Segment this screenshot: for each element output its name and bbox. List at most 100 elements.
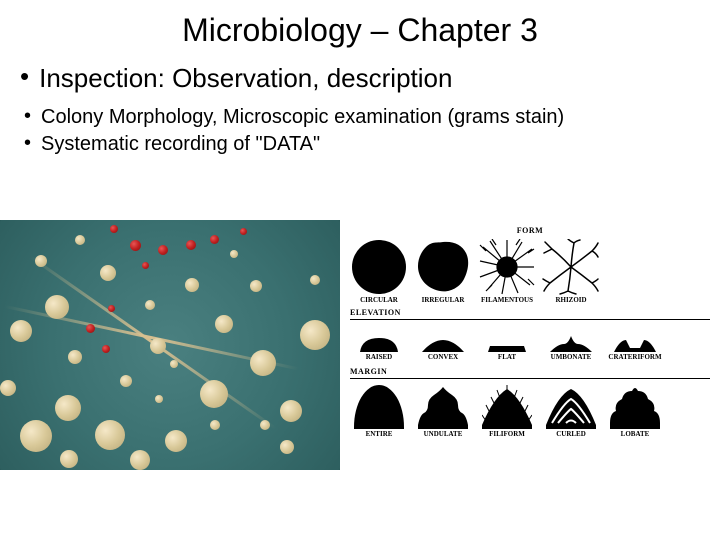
bullet-main-text: Inspection: Observation, description	[39, 63, 452, 94]
elev-umbonate: UMBONATE	[542, 324, 600, 361]
elev-label: FLAT	[498, 354, 516, 361]
colony-cream	[45, 295, 69, 319]
colony-cream	[210, 420, 220, 430]
bullet-sub2-text: Systematic recording of "DATA"	[41, 133, 320, 156]
form-filamentous: FILAMENTOUS	[478, 237, 536, 304]
filiform-icon	[478, 383, 536, 431]
circular-icon	[350, 237, 408, 297]
crateriform-icon	[606, 324, 664, 354]
colony-cream	[75, 235, 85, 245]
undulate-icon	[414, 383, 472, 431]
colony-red	[186, 240, 196, 250]
elev-label: RAISED	[366, 354, 392, 361]
elevation-heading: ELEVATION	[350, 308, 710, 317]
elev-flat: FLAT	[478, 324, 536, 361]
colony-red	[158, 245, 168, 255]
colony-cream	[170, 360, 178, 368]
form-rhizoid: RHIZOID	[542, 237, 600, 304]
colony-cream	[60, 450, 78, 468]
colony-red	[110, 225, 118, 233]
colony-cream	[120, 375, 132, 387]
colony-cream	[95, 420, 125, 450]
form-row: CIRCULAR IRREGULAR FILAMENTOUS	[350, 237, 710, 304]
colony-red	[210, 235, 219, 244]
margin-entire: ENTIRE	[350, 383, 408, 438]
elev-convex: CONVEX	[414, 324, 472, 361]
elevation-row: RAISED CONVEX FLAT UMBONATE	[350, 324, 710, 361]
colony-cream	[300, 320, 330, 350]
colony-cream	[150, 338, 166, 354]
colony-cream	[130, 450, 150, 470]
image-row: FORM CIRCULAR IRREGULAR	[0, 220, 720, 470]
form-irregular: IRREGULAR	[414, 237, 472, 304]
form-label: CIRCULAR	[360, 297, 398, 304]
form-label: RHIZOID	[555, 297, 586, 304]
colony-red	[240, 228, 247, 235]
lobate-icon	[606, 383, 664, 431]
filamentous-icon	[478, 237, 536, 297]
form-label: FILAMENTOUS	[481, 297, 533, 304]
colony-cream	[145, 300, 155, 310]
colony-cream	[185, 278, 199, 292]
entire-icon	[350, 383, 408, 431]
form-heading: FORM	[350, 226, 710, 235]
colony-cream	[55, 395, 81, 421]
margin-label: LOBATE	[621, 431, 650, 438]
colony-cream	[250, 280, 262, 292]
bullet-dot-icon: •	[24, 106, 31, 129]
colony-cream	[250, 350, 276, 376]
separator	[350, 378, 710, 379]
slide-title: Microbiology – Chapter 3	[0, 0, 720, 63]
elev-label: CONVEX	[428, 354, 458, 361]
flat-icon	[478, 324, 536, 354]
colony-red	[108, 305, 115, 312]
bullet-sub1-text: Colony Morphology, Microscopic examinati…	[41, 106, 564, 129]
colony-cream	[35, 255, 47, 267]
margin-label: FILIFORM	[489, 431, 525, 438]
colony-cream	[280, 440, 294, 454]
elev-crateriform: CRATERIFORM	[606, 324, 664, 361]
margin-undulate: UNDULATE	[414, 383, 472, 438]
separator	[350, 319, 710, 320]
margin-label: ENTIRE	[366, 431, 393, 438]
colony-red	[86, 324, 95, 333]
raised-icon	[350, 324, 408, 354]
elev-raised: RAISED	[350, 324, 408, 361]
umbonate-icon	[542, 324, 600, 354]
rhizoid-icon	[542, 237, 600, 297]
margin-label: UNDULATE	[424, 431, 463, 438]
bullet-main: • Inspection: Observation, description	[20, 63, 700, 94]
colony-cream	[100, 265, 116, 281]
colony-cream	[20, 420, 52, 452]
bullet-dot-icon: •	[20, 63, 29, 94]
margin-curled: CURLED	[542, 383, 600, 438]
colony-cream	[280, 400, 302, 422]
bullet-dot-icon: •	[24, 133, 31, 156]
margin-row: ENTIRE UNDULATE FILIFORM	[350, 383, 710, 438]
irregular-icon	[414, 237, 472, 297]
colony-cream	[310, 275, 320, 285]
margin-label: CURLED	[556, 431, 586, 438]
colony-cream	[0, 380, 16, 396]
colony-cream	[230, 250, 238, 258]
bullet-list: • Inspection: Observation, description •…	[0, 63, 720, 156]
colony-cream	[155, 395, 163, 403]
colony-cream	[260, 420, 270, 430]
colony-red	[142, 262, 149, 269]
bullet-sub-1: • Colony Morphology, Microscopic examina…	[20, 106, 700, 129]
colony-red	[102, 345, 110, 353]
colony-cream	[68, 350, 82, 364]
margin-lobate: LOBATE	[606, 383, 664, 438]
elev-label: UMBONATE	[551, 354, 592, 361]
colony-cream	[10, 320, 32, 342]
elev-label: CRATERIFORM	[608, 354, 661, 361]
margin-filiform: FILIFORM	[478, 383, 536, 438]
margin-heading: MARGIN	[350, 367, 710, 376]
convex-icon	[414, 324, 472, 354]
morphology-diagram: FORM CIRCULAR IRREGULAR	[340, 220, 720, 470]
colony-cream	[200, 380, 228, 408]
colony-cream	[215, 315, 233, 333]
curled-icon	[542, 383, 600, 431]
bullet-sub-2: • Systematic recording of "DATA"	[20, 133, 700, 156]
colony-red	[130, 240, 141, 251]
